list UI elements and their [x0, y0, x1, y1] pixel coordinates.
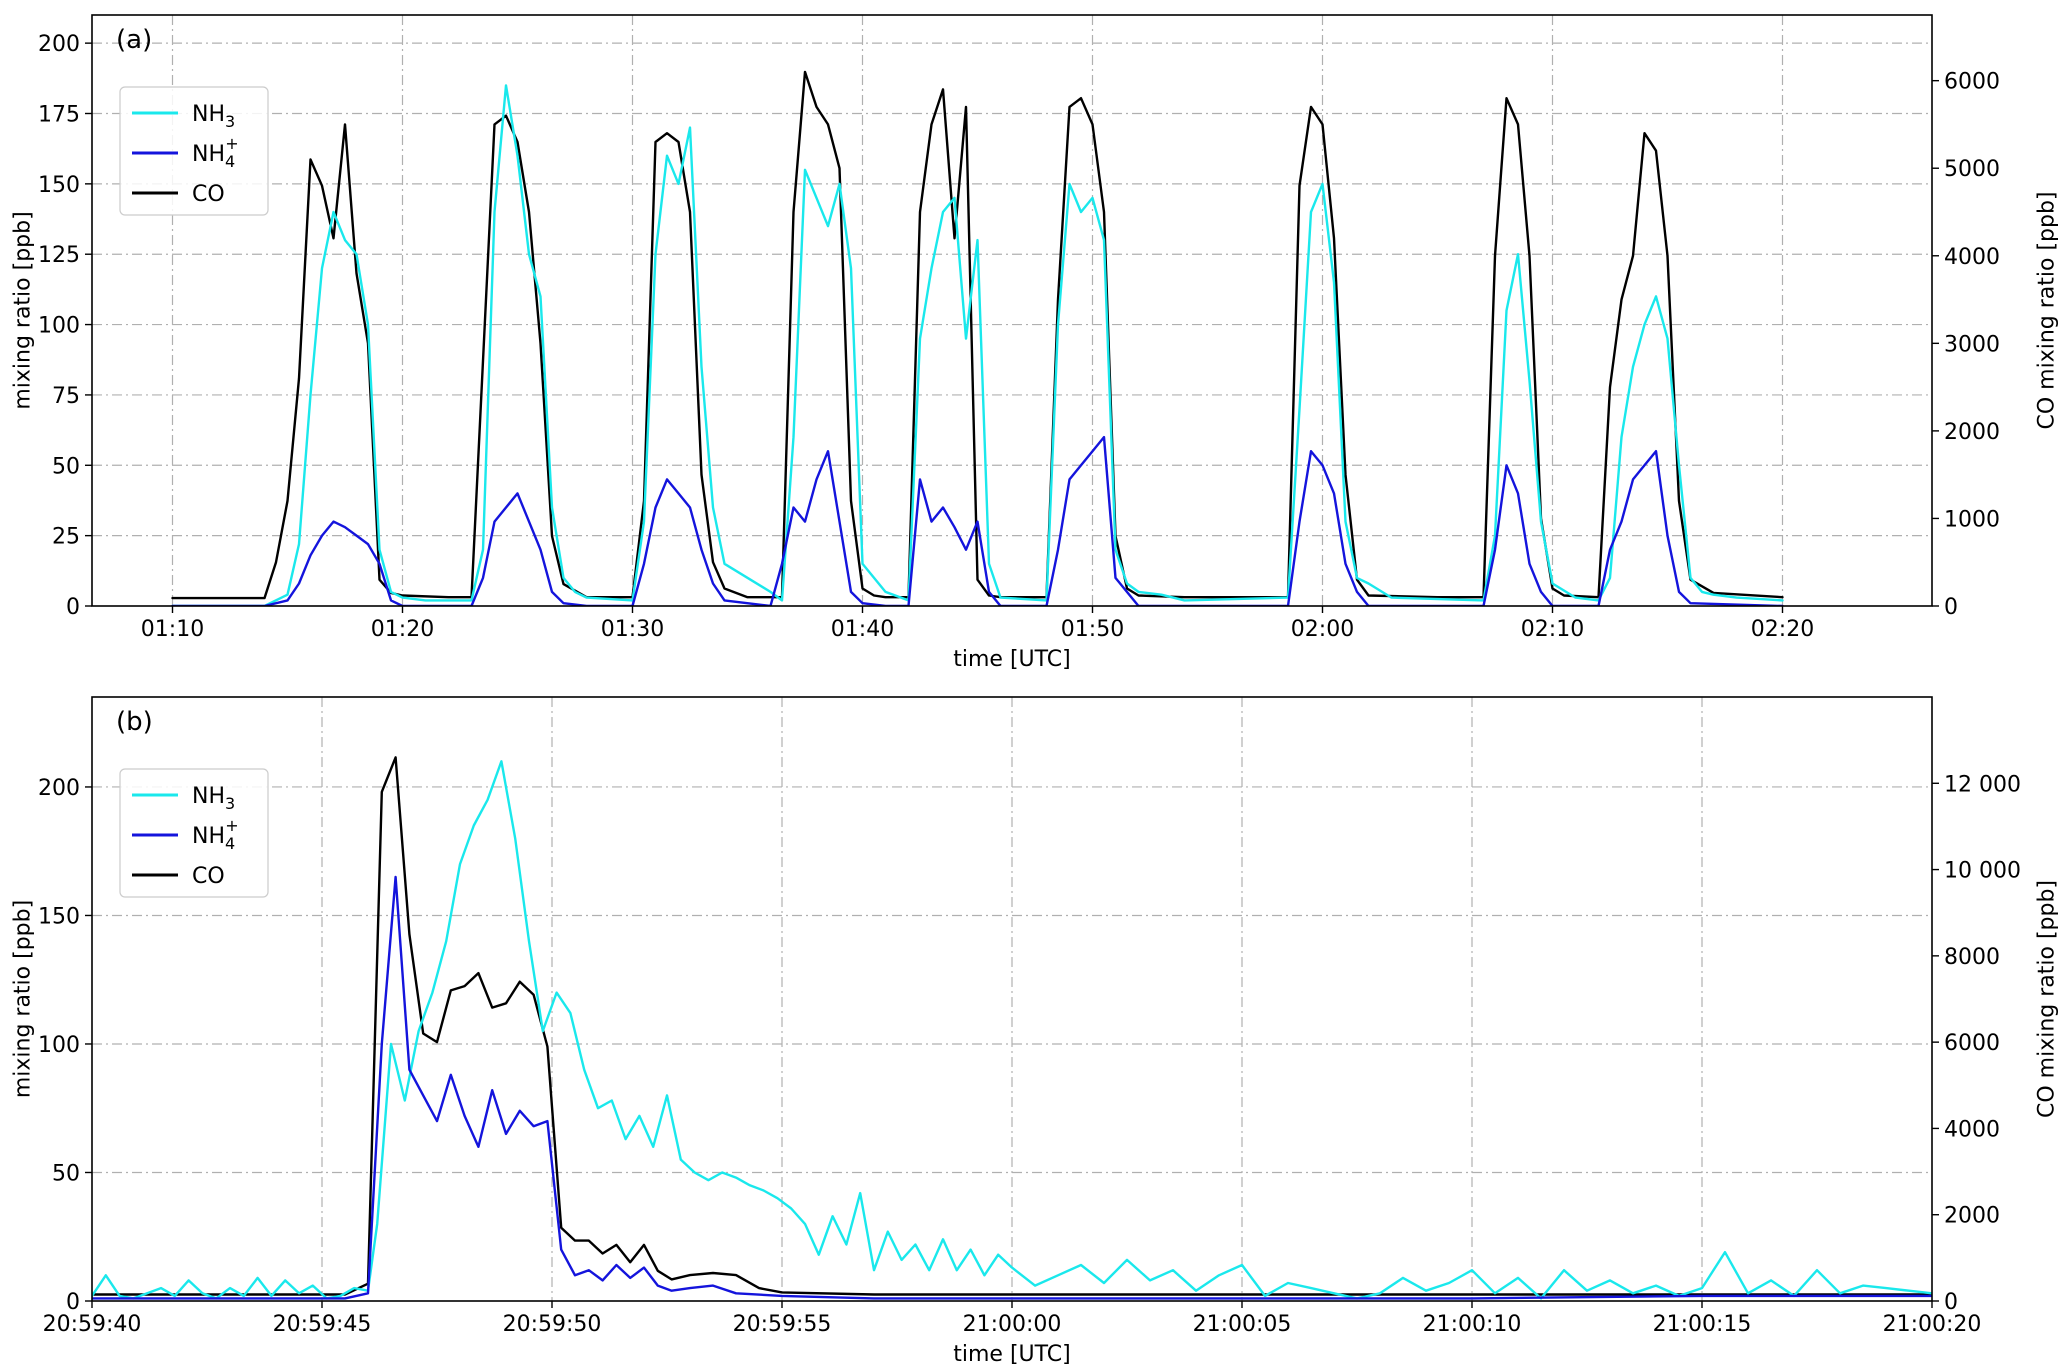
panel-a-y-tick-label-0: 0: [66, 595, 80, 620]
panel-a-x-axis-label: time [UTC]: [953, 647, 1070, 672]
panel-b-y-axis-label: mixing ratio [ppb]: [11, 900, 36, 1098]
panel-b-x-tick-label-1: 20:59:45: [273, 1312, 372, 1337]
panel-b-legend-box: [119, 768, 269, 898]
panel-a-series-nh4-line: [171, 435, 1784, 606]
panel-b-y-right-tick-label-0: 0: [1944, 1290, 1958, 1315]
panel-a-legend-box: [119, 86, 269, 216]
panel-b-legend: NH3 NH4+ CO: [119, 768, 269, 898]
panel-a-y-tick-label-2: 50: [52, 454, 80, 479]
panel-a-x-tick-label-2: 01:30: [601, 617, 664, 642]
panel-b-x-tick-label-3: 20:59:55: [733, 1312, 832, 1337]
panel-a-y-right-tick-label-3: 3000: [1944, 332, 2000, 357]
panel-a-y-tick-label-4: 100: [38, 314, 80, 339]
panel-b-x-axis-label: time [UTC]: [953, 1342, 1070, 1367]
panel-a-x-tick-label-5: 02:00: [1291, 617, 1354, 642]
panel-a-y-right-tick-label-6: 6000: [1944, 70, 2000, 95]
panel-a-legend: NH3 NH4+ CO: [119, 86, 269, 216]
panel-b-x-tick-label-6: 21:00:10: [1423, 1312, 1522, 1337]
panel-b-series-co-line: [92, 756, 1932, 1296]
panel-a-ticks: 01:10 01:20 01:30 01:40 01:50 02:00 02:10 02:20…: [38, 32, 2000, 642]
panel-a-y-tick-label-3: 75: [52, 384, 80, 409]
panel-b-series-nh3-line: [92, 760, 1932, 1300]
panel-b-ticks: 20:59:40 20:59:45 20:59:50 20:59:55 21:00:00…: [38, 772, 2021, 1337]
panel-b-y-right-axis-label: CO mixing ratio [ppb]: [2035, 880, 2060, 1118]
panel-a-label: (a): [116, 25, 152, 55]
panel-b-y-tick-label-2: 100: [38, 1033, 80, 1058]
panel-a-y-tick-label-1: 25: [52, 525, 80, 550]
panel-b-y-right-tick-label-3: 6000: [1944, 1031, 2000, 1056]
panel-a: 01:10 01:20 01:30 01:40 01:50 02:00 02:10 02:20…: [11, 14, 2060, 672]
panel-a-frame: [91, 14, 1933, 607]
panel-b-y-right-tick-label-5: 10 000: [1944, 859, 2021, 884]
panel-a-legend-label-co: CO: [192, 182, 225, 207]
panel-a-y-axis-label: mixing ratio [ppb]: [11, 211, 36, 409]
panel-b-x-tick-label-2: 20:59:50: [503, 1312, 602, 1337]
panel-b-y-right-tick-label-2: 4000: [1944, 1117, 2000, 1142]
panel-b-y-right-tick-label-1: 2000: [1944, 1204, 2000, 1229]
panel-a-y-right-tick-label-5: 5000: [1944, 157, 2000, 182]
panel-a-y-right-tick-label-2: 2000: [1944, 420, 2000, 445]
panel-a-y-right-tick-label-0: 0: [1944, 595, 1958, 620]
panel-a-x-tick-label-0: 01:10: [141, 617, 204, 642]
panel-a-y-tick-label-8: 200: [38, 32, 80, 57]
panel-a-legend-label-nh4: NH4+: [192, 134, 239, 171]
panel-a-series-co-line: [171, 70, 1784, 600]
panel-a-x-tick-label-4: 01:50: [1061, 617, 1124, 642]
panel-b-x-tick-label-8: 21:00:20: [1883, 1312, 1982, 1337]
panel-a-legend-label-nh3: NH3: [192, 102, 235, 131]
panel-b-y-tick-label-4: 200: [38, 776, 80, 801]
panel-a-y-tick-label-6: 150: [38, 173, 80, 198]
panel-b-x-tick-label-7: 21:00:15: [1653, 1312, 1752, 1337]
panel-b-legend-label-co: CO: [192, 864, 225, 889]
panel-a-series-nh3-line: [171, 84, 1784, 606]
panel-a-y-right-axis-label: CO mixing ratio [ppb]: [2035, 191, 2060, 429]
panel-b-y-tick-label-0: 0: [66, 1290, 80, 1315]
panel-a-y-right-tick-label-1: 1000: [1944, 507, 2000, 532]
panel-b-y-right-tick-label-6: 12 000: [1944, 772, 2021, 797]
panel-b-x-tick-label-4: 21:00:00: [963, 1312, 1062, 1337]
panel-a-series: [171, 70, 1784, 606]
panel-b-y-tick-label-3: 150: [38, 904, 80, 929]
panel-b-x-tick-label-5: 21:00:05: [1193, 1312, 1292, 1337]
panel-a-x-tick-label-1: 01:20: [371, 617, 434, 642]
panel-a-y-tick-label-7: 175: [38, 103, 80, 128]
panel-b-x-tick-label-0: 20:59:40: [43, 1312, 142, 1337]
panel-a-x-tick-label-3: 01:40: [831, 617, 894, 642]
panel-b-legend-label-nh3: NH3: [192, 784, 235, 813]
panel-a-y-right-tick-label-4: 4000: [1944, 245, 2000, 270]
panel-b-series-nh4-line: [92, 875, 1932, 1300]
panel-b-label: (b): [116, 707, 153, 737]
panel-a-y-tick-label-5: 125: [38, 243, 80, 268]
panel-a-x-tick-label-6: 02:10: [1521, 617, 1584, 642]
panel-b-series: [92, 756, 1932, 1300]
panel-b-y-tick-label-1: 50: [52, 1161, 80, 1186]
panel-a-grid: [92, 15, 1932, 606]
panel-b-grid: [92, 697, 1932, 1301]
panel-b-y-right-tick-label-4: 8000: [1944, 945, 2000, 970]
panel-b: 20:59:40 20:59:45 20:59:50 20:59:55 21:00:00…: [11, 696, 2060, 1367]
panel-b-legend-label-nh4: NH4+: [192, 816, 239, 853]
panel-a-x-tick-label-7: 02:20: [1751, 617, 1814, 642]
